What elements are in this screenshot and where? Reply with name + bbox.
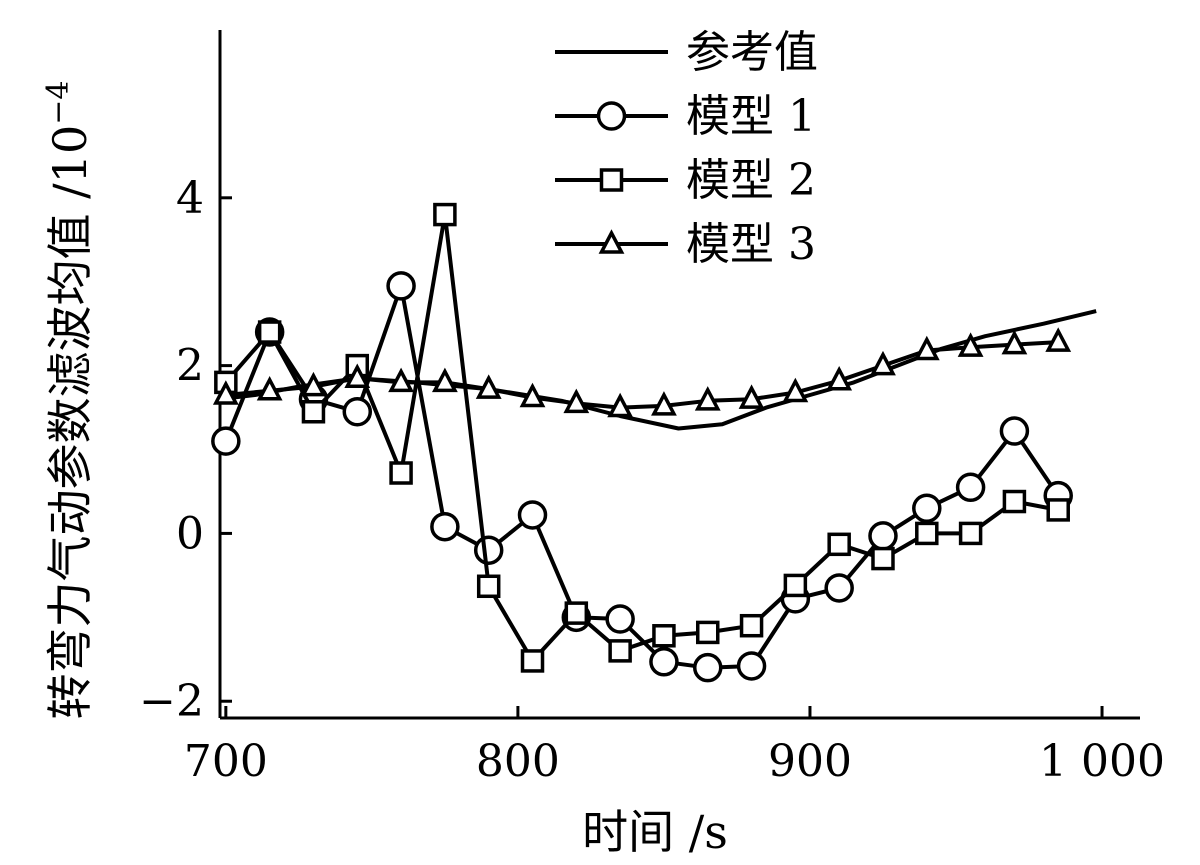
legend-label: 模型 1 [686,91,816,142]
data-point-circle [999,416,1030,446]
series-layer [211,202,1097,683]
data-point-triangle [519,382,546,408]
data-point-triangle [738,384,765,409]
data-point-triangle [870,350,896,376]
data-point-circle [430,511,460,542]
y-ticks: −2 0 2 4 [139,173,232,727]
legend-marker-square [599,168,624,192]
data-point-circle [868,521,898,551]
data-point-triangle [388,367,414,393]
data-point-circle [912,493,942,523]
y-tick-label: 0 [176,508,204,559]
data-point-square [1002,489,1027,514]
y-axis-title-text: 转弯力气动参数滤波均值 /10 [43,125,97,720]
data-point-triangle [607,392,634,418]
data-point-square [1046,498,1070,522]
data-point-circle [342,397,373,427]
data-point-circle [736,651,767,681]
data-point-square [871,546,895,571]
data-point-circle [605,604,635,634]
x-tick-label: 900 [768,736,852,787]
data-point-triangle [1001,329,1028,355]
y-tick-label: 4 [176,173,204,224]
series-line [224,212,1059,663]
data-point-circle [824,573,854,603]
x-tick-label: 700 [184,736,268,787]
data-point-square [652,624,676,648]
data-point-circle [649,647,679,677]
x-tick-label: 800 [476,736,560,787]
legend-marker-triangle [598,229,625,254]
data-point-circle [692,652,723,683]
data-point-triangle [300,371,327,397]
data-point-square [608,639,632,663]
y-axis-title: 转弯力气动参数滤波均值 /10−4 [41,81,97,720]
data-point-triangle [256,376,283,401]
series-2 [211,271,1073,683]
data-point-square [695,620,720,645]
data-point-square [520,649,545,673]
legend-item: 模型 2 [555,155,816,206]
y-tick-label: 2 [176,341,204,392]
data-point-circle [473,535,504,565]
data-point-square [958,521,983,546]
data-point-square [433,202,457,227]
legend-marker-circle [596,101,627,131]
data-point-circle [955,472,986,503]
series-4 [212,327,1072,418]
data-point-circle [211,426,241,456]
y-axis-title-group: 转弯力气动参数滤波均值 /10−4 [41,81,97,720]
data-point-square [739,613,764,638]
data-point-circle [386,271,416,301]
data-point-triangle [782,377,809,403]
data-point-square [257,320,282,344]
legend-label: 模型 3 [686,219,816,270]
data-point-triangle [826,365,853,391]
data-point-triangle [344,363,371,388]
data-point-triangle [913,335,940,361]
series-3 [214,202,1070,673]
series-line [223,283,1060,670]
legend-item: 模型 1 [555,91,816,142]
data-point-triangle [651,391,677,416]
data-point-circle [517,500,548,530]
data-point-square [389,461,413,485]
data-point-square [915,521,939,546]
legend-item: 参考值 [555,27,818,78]
x-axis-title: 时间 /s [582,805,728,859]
data-point-square [476,574,501,599]
data-point-triangle [1045,327,1072,352]
data-point-square [564,601,589,625]
y-tick-label: −2 [139,676,204,727]
data-point-triangle [694,386,721,411]
legend-label: 模型 2 [686,155,816,206]
y-axis-title-exponent: −4 [41,81,76,125]
x-tick-label: 1 000 [1039,736,1165,787]
data-point-triangle [957,332,984,357]
data-point-triangle [431,367,458,393]
legend-item: 模型 3 [555,219,816,270]
legend-label: 参考值 [686,27,818,78]
data-point-triangle [475,374,502,399]
data-point-triangle [563,388,590,414]
data-point-square [301,400,326,424]
data-point-square [783,573,808,598]
x-ticks: 700 800 900 1 000 [184,706,1165,787]
data-point-square [827,532,851,557]
data-point-triangle [212,380,239,405]
